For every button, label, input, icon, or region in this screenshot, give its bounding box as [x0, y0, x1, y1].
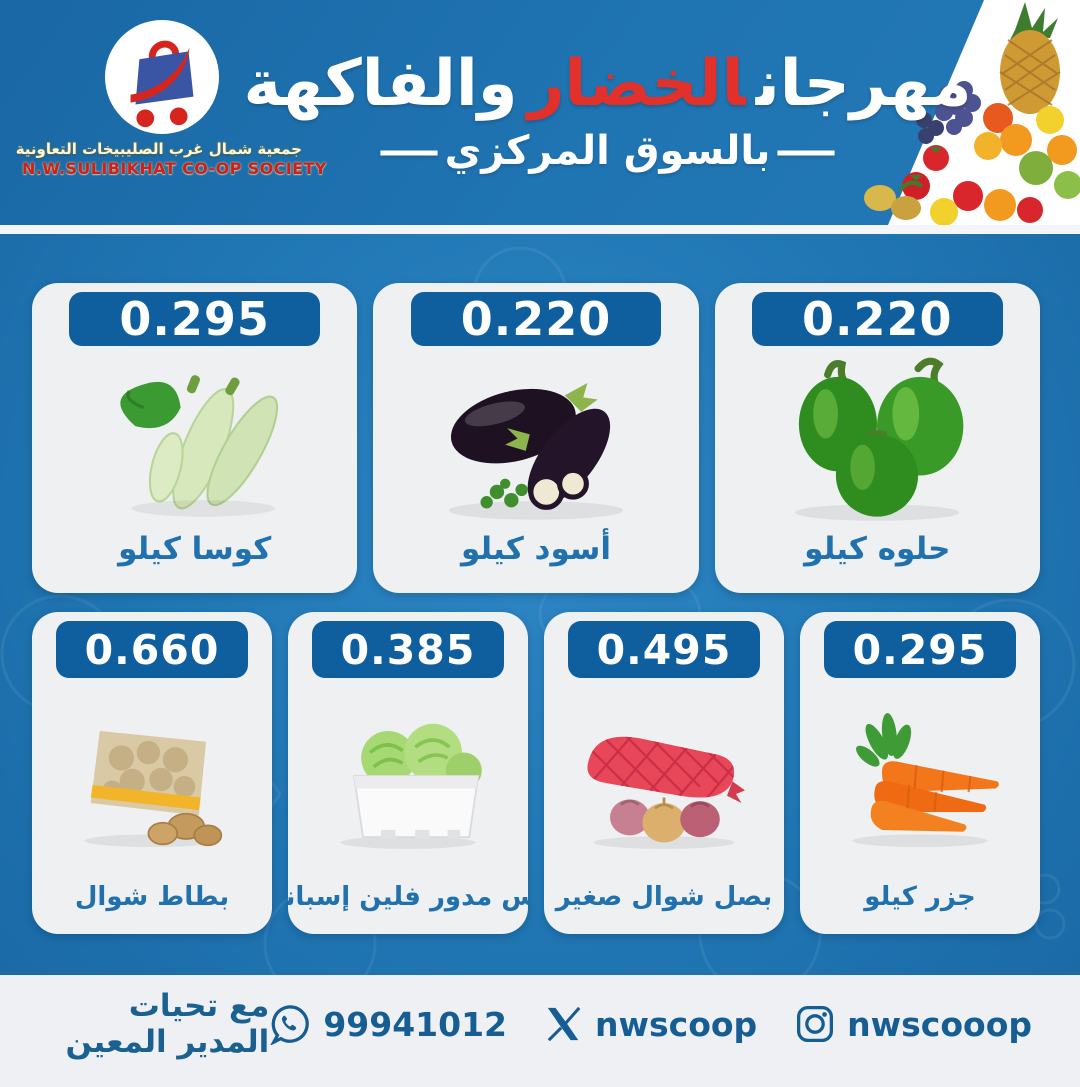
- product-image-eggplant: [373, 346, 698, 531]
- product-image-zucchini: [32, 346, 357, 531]
- product-name-label: حلوه كيلو: [804, 531, 951, 567]
- whatsapp-icon: [270, 1005, 310, 1045]
- product-card-potato-sack: 0.660: [32, 612, 272, 934]
- products-section: 0.295: [0, 234, 1080, 975]
- header-banner: جمعية شمال غرب الصليبيخات التعاونية N.W.…: [0, 0, 1080, 225]
- product-card-zucchini: 0.295: [32, 283, 358, 593]
- product-row-2: 0.660: [32, 612, 1040, 934]
- instagram-contact[interactable]: nwscooop: [795, 1004, 1032, 1044]
- price-badge: 0.385: [312, 621, 504, 678]
- footer-bar: مع تحيات المدير المعين 99941012 nwscoop: [0, 975, 1080, 1087]
- dark-grapes: [916, 112, 944, 144]
- fruit-pile-illustration: [864, 2, 1080, 225]
- price-badge: 0.660: [56, 621, 248, 678]
- instagram-icon: [797, 1006, 834, 1042]
- pineapple: [999, 2, 1061, 114]
- product-card-carrots: 0.295: [800, 612, 1040, 934]
- society-name-english: N.W.SULIBIKHAT CO-OP SOCIETY: [22, 158, 327, 178]
- product-card-green-pepper: 0.220 حلوه كي: [714, 283, 1040, 593]
- coop-logo-icon: [104, 19, 220, 135]
- product-name-label: بطاط شوال: [74, 882, 230, 912]
- product-image-onion-sack: [544, 678, 784, 882]
- product-name-label: بصل شوال صغير: [555, 882, 773, 912]
- product-name-label: خس مدور فلين إسباني: [288, 882, 528, 912]
- flyer-title-block: مهرجانالخضاروالفاكهة — بالسوق المركزي —: [243, 0, 971, 225]
- price-value: 0.385: [340, 625, 476, 674]
- product-name-label: أسود كيلو: [460, 531, 611, 567]
- price-value: 0.220: [802, 292, 953, 346]
- price-badge: 0.495: [568, 621, 760, 678]
- price-value: 0.295: [852, 625, 988, 674]
- price-value: 0.220: [460, 292, 612, 346]
- product-card-onion-sack: 0.495: [544, 612, 784, 934]
- header-divider: [0, 225, 1080, 234]
- strawberries: [902, 145, 983, 211]
- whatsapp-number: 99941012: [323, 1004, 508, 1044]
- product-card-lettuce: 0.385: [288, 612, 528, 934]
- title-highlight-word: الخضار: [527, 46, 746, 121]
- product-image-lettuce-box: [288, 678, 528, 882]
- price-badge: 0.220: [752, 292, 1003, 346]
- price-badge: 0.295: [824, 621, 1016, 678]
- instagram-handle: nwscooop: [847, 1004, 1032, 1044]
- manager-greeting: مع تحيات المدير المعين: [65, 988, 270, 1060]
- society-name-arabic: جمعية شمال غرب الصليبيخات التعاونية: [15, 140, 302, 158]
- product-image-green-pepper: [715, 346, 1040, 531]
- price-value: 0.660: [84, 625, 220, 674]
- price-value: 0.295: [119, 292, 270, 346]
- grapes: [935, 81, 981, 135]
- price-badge: 0.220: [410, 292, 662, 346]
- product-name-label: كوسا كيلو: [118, 531, 272, 567]
- contact-links: 99941012 nwscoop nwscooop: [269, 1003, 1032, 1045]
- product-image-potato-sack: [32, 678, 272, 882]
- x-icon: [547, 1006, 581, 1042]
- price-badge: 0.295: [69, 292, 320, 346]
- product-name-label: جزر كيلو: [864, 882, 976, 912]
- whatsapp-contact[interactable]: 99941012: [269, 1003, 507, 1045]
- coop-logo-block: جمعية شمال غرب الصليبيخات التعاونية N.W.…: [15, 18, 327, 178]
- subtitle-dash-right: —: [376, 128, 441, 175]
- subtitle-dash-left: —: [774, 128, 839, 175]
- x-handle: nwscoop: [595, 1004, 758, 1044]
- fruit-photo: [840, 0, 1080, 225]
- x-contact[interactable]: nwscoop: [545, 1005, 757, 1044]
- price-value: 0.495: [596, 625, 732, 674]
- flyer-title: مهرجانالخضاروالفاكهة: [243, 46, 972, 121]
- product-card-eggplant: 0.220: [373, 283, 699, 593]
- product-image-carrots: [800, 678, 1040, 882]
- flyer-subtitle: — بالسوق المركزي —: [376, 128, 839, 175]
- product-row-1: 0.295: [32, 283, 1040, 593]
